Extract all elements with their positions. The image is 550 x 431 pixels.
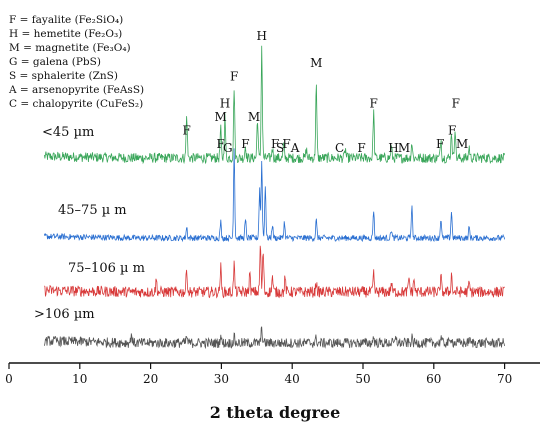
x-tick-label: 30 xyxy=(214,372,229,386)
peak-label: F xyxy=(230,70,238,84)
peak-label: C xyxy=(335,141,344,155)
series-label-75-106: 75–106 µ m xyxy=(68,261,145,276)
peak-label: M xyxy=(398,141,410,155)
x-tick-label: 70 xyxy=(497,372,512,386)
legend-entry-hemetite: H = hemetite (Fe₂O₃) xyxy=(9,28,122,40)
x-tick-label: 20 xyxy=(143,372,158,386)
series-label-45-75: 45–75 µ m xyxy=(58,203,127,218)
peak-label: F xyxy=(217,137,225,151)
peak-label: H xyxy=(220,97,230,111)
legend: F = fayalite (Fe₂SiO₄) H = hemetite (Fe₂… xyxy=(8,14,144,110)
series-line-1 xyxy=(44,148,505,243)
series-line-2 xyxy=(44,245,505,299)
peak-label: M xyxy=(248,110,260,124)
series-label-gt106: >106 µm xyxy=(34,307,95,322)
x-tick-label: 50 xyxy=(355,372,370,386)
peak-label: F xyxy=(282,137,290,151)
legend-entry-magnetite: M = magnetite (Fe₃O₄) xyxy=(9,42,131,54)
series-names: <45 µm 45–75 µ m 75–106 µ m >106 µm xyxy=(34,125,145,322)
x-axis-title: 2 theta degree xyxy=(210,403,341,422)
series-line-0 xyxy=(44,45,505,165)
x-tick-label: 60 xyxy=(426,372,441,386)
peak-label: F xyxy=(436,137,444,151)
peak-label: F xyxy=(271,137,279,151)
peak-label: M xyxy=(215,110,227,124)
x-tick-label: 40 xyxy=(285,372,300,386)
x-tick-label: 10 xyxy=(72,372,87,386)
legend-entry-chalopyrite: C = chalopyrite (CuFeS₂) xyxy=(9,98,143,110)
peak-label: A xyxy=(290,141,300,155)
legend-entry-sphalerite: S = sphalerite (ZnS) xyxy=(9,70,118,82)
series-line-3 xyxy=(44,326,505,350)
series-group xyxy=(44,45,505,350)
legend-entry-galena: G = galena (PbS) xyxy=(9,56,101,68)
peak-label: G xyxy=(223,141,233,155)
peak-label: F xyxy=(241,137,249,151)
legend-entry-arsenopyrite: A = arsenopyrite (FeAsS) xyxy=(8,84,144,96)
peak-label: M xyxy=(456,137,468,151)
peak-label: F xyxy=(357,141,365,155)
series-label-lt45: <45 µm xyxy=(42,125,94,140)
peak-label: H xyxy=(388,141,398,155)
peak-label: M xyxy=(310,56,322,70)
peak-label: F xyxy=(369,97,377,111)
x-tick-label: 0 xyxy=(5,372,13,386)
peak-label: F xyxy=(183,124,191,138)
peak-label: F xyxy=(448,124,456,138)
legend-entry-fayalite: F = fayalite (Fe₂SiO₄) xyxy=(9,14,123,26)
x-axis-ticks: 0 10 20 30 40 50 60 70 xyxy=(5,363,512,386)
peak-label: F xyxy=(452,97,460,111)
peak-label: S xyxy=(276,141,284,155)
peak-label: H xyxy=(257,29,267,43)
